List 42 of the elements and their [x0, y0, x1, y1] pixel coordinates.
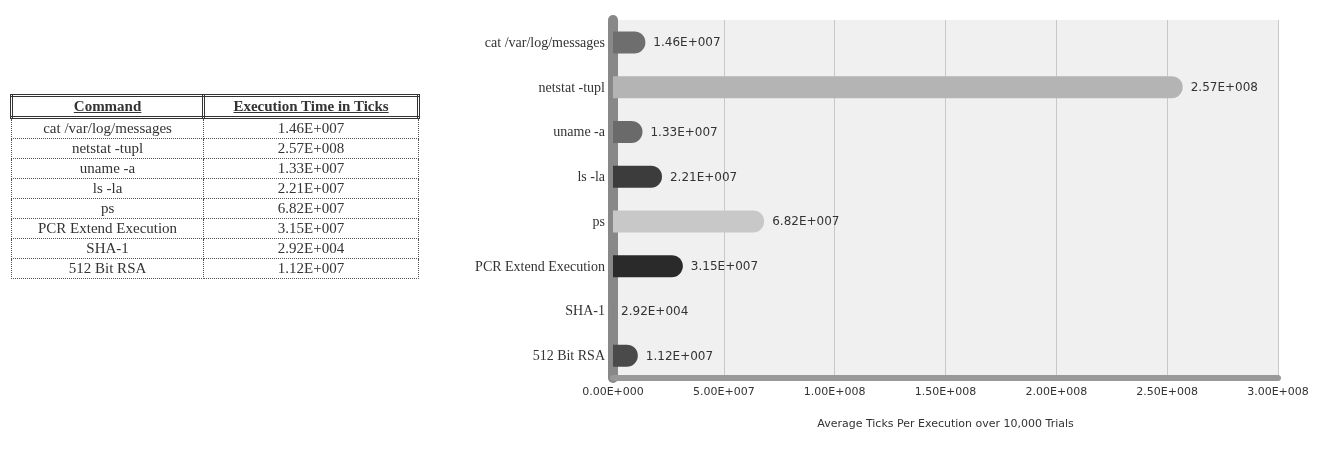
- x-tick-label: 2.50E+008: [1136, 385, 1198, 398]
- text: 3.15E+007: [277, 220, 345, 236]
- y-tick-label: cat /var/log/messages: [484, 34, 605, 50]
- y-tick-label: uname -a: [553, 124, 606, 140]
- y-tick-label: 512 Bit RSA: [532, 348, 606, 364]
- y-tick-label: SHA-1: [565, 303, 605, 319]
- x-tick-label: 5.00E+007: [693, 385, 755, 398]
- category-label: ps: [100, 200, 115, 216]
- data-label: 2.21E+007: [669, 169, 738, 184]
- x-tick-label: 1.00E+008: [803, 385, 866, 398]
- data-label: 2.92E+004: [621, 303, 689, 318]
- text: 1.12E+007: [277, 260, 345, 276]
- x-axis-title: Average Ticks Per Execution over 10,000 Trials: [817, 417, 1074, 430]
- x-tick-label: 0.00E+000: [582, 385, 644, 398]
- category-label: ls -la: [92, 180, 123, 196]
- data-label: 1.33E+007: [650, 124, 718, 139]
- x-tick-label: 3.00E+008: [1247, 385, 1309, 398]
- text: 1.33E+007: [277, 160, 345, 176]
- category-label: uname -a: [79, 160, 136, 176]
- data-label: 2.57E+008: [1190, 80, 1258, 95]
- data-label: 6.82E+007: [772, 214, 840, 229]
- text: 2.21E+007: [277, 180, 345, 196]
- y-tick-label: PCR Extend Execution: [475, 258, 605, 274]
- category-label: SHA-1: [86, 240, 129, 256]
- data-label: 1.12E+007: [645, 348, 714, 363]
- y-tick-label: netstat -tupl: [538, 79, 606, 95]
- text: 2.92E+004: [277, 240, 345, 256]
- category-label: cat /var/log/messages: [43, 120, 172, 136]
- data-label: 1.46E+007: [653, 35, 721, 50]
- x-tick-label: 2.00E+008: [1025, 385, 1088, 398]
- text: 1.46E+007: [277, 120, 345, 136]
- category-label: netstat -tupl: [71, 140, 144, 156]
- text: 6.82E+007: [277, 200, 345, 216]
- text: Execution Time in Ticks: [203, 95, 419, 118]
- x-tick-label: 1.50E+008: [914, 385, 977, 398]
- text: Command: [11, 95, 204, 118]
- data-label: 3.15E+007: [690, 259, 759, 274]
- category-label: 512 Bit RSA: [68, 260, 147, 276]
- text: 2.57E+008: [277, 140, 345, 156]
- y-tick-label: ps: [592, 213, 605, 229]
- y-tick-label: ls -la: [577, 169, 606, 185]
- category-label: PCR Extend Execution: [37, 220, 178, 236]
